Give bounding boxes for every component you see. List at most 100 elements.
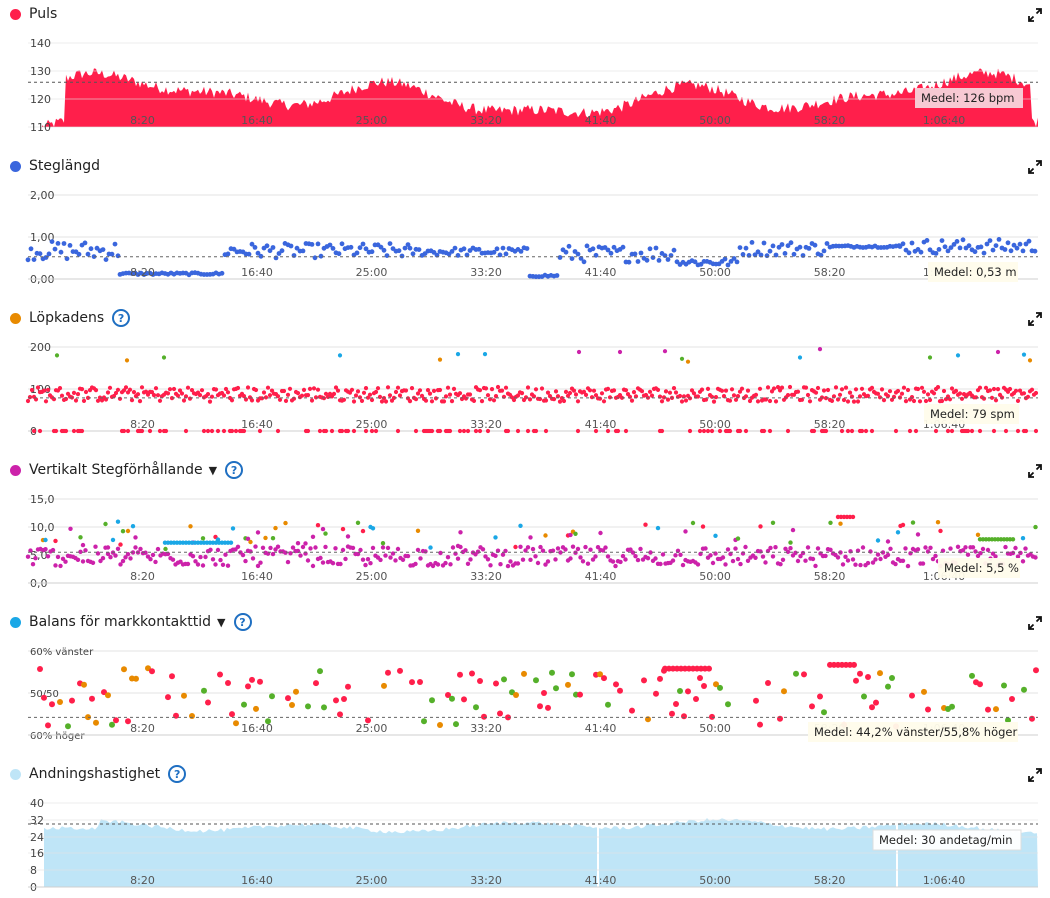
data-point bbox=[809, 703, 815, 710]
data-point bbox=[690, 520, 696, 526]
data-point bbox=[795, 389, 801, 394]
data-point bbox=[276, 251, 282, 256]
data-point bbox=[656, 258, 662, 263]
data-point bbox=[778, 562, 783, 567]
data-point bbox=[573, 531, 578, 536]
data-point bbox=[315, 241, 321, 247]
data-point bbox=[155, 546, 161, 552]
data-point bbox=[611, 244, 617, 250]
expand-icon[interactable] bbox=[1028, 312, 1042, 326]
expand-icon[interactable] bbox=[1028, 8, 1042, 22]
data-point bbox=[268, 545, 273, 551]
dropdown-caret-icon[interactable]: ▼ bbox=[208, 463, 218, 477]
help-icon[interactable]: ? bbox=[225, 461, 244, 479]
data-point bbox=[209, 428, 215, 434]
data-point bbox=[671, 386, 677, 391]
data-point bbox=[485, 393, 491, 398]
data-point bbox=[589, 395, 595, 400]
data-point bbox=[383, 399, 389, 404]
data-point bbox=[37, 666, 43, 672]
data-point bbox=[41, 694, 47, 701]
data-point bbox=[660, 552, 666, 557]
data-point bbox=[900, 558, 906, 563]
x-tick-label: 8:20 bbox=[130, 570, 155, 583]
data-point bbox=[995, 349, 1001, 355]
data-point bbox=[697, 675, 703, 681]
data-point bbox=[457, 428, 463, 434]
data-point bbox=[383, 553, 388, 558]
data-point bbox=[229, 428, 235, 434]
data-point bbox=[528, 557, 533, 562]
average-badge bbox=[938, 558, 1020, 578]
data-point bbox=[758, 252, 764, 258]
data-point bbox=[987, 388, 993, 393]
data-point bbox=[681, 713, 687, 720]
expand-icon[interactable] bbox=[1028, 768, 1042, 782]
data-point bbox=[275, 428, 281, 434]
data-point bbox=[395, 546, 401, 552]
data-point bbox=[520, 557, 526, 562]
data-point bbox=[481, 713, 487, 720]
data-point bbox=[649, 393, 655, 398]
data-point bbox=[329, 428, 335, 434]
data-point bbox=[195, 562, 201, 567]
data-point bbox=[103, 257, 109, 262]
data-point bbox=[573, 550, 578, 555]
data-point bbox=[133, 535, 138, 540]
data-point bbox=[1001, 682, 1007, 689]
data-point bbox=[626, 259, 632, 265]
help-icon[interactable]: ? bbox=[112, 309, 131, 327]
data-point bbox=[706, 665, 712, 672]
data-point bbox=[588, 547, 593, 552]
data-point bbox=[255, 563, 261, 569]
data-point bbox=[638, 546, 643, 552]
data-point bbox=[1015, 398, 1021, 403]
data-point bbox=[435, 562, 441, 567]
data-point bbox=[330, 561, 336, 566]
help-icon[interactable]: ? bbox=[168, 765, 187, 783]
data-point bbox=[987, 238, 993, 243]
data-point bbox=[703, 546, 708, 551]
data-point bbox=[837, 392, 843, 397]
data-point bbox=[1010, 550, 1016, 556]
dropdown-caret-icon[interactable]: ▼ bbox=[217, 615, 226, 629]
data-point bbox=[645, 556, 651, 561]
data-point bbox=[357, 245, 363, 251]
data-point bbox=[953, 388, 959, 393]
expand-icon[interactable] bbox=[1028, 616, 1042, 630]
data-point bbox=[729, 387, 735, 392]
data-point bbox=[419, 393, 425, 398]
data-point bbox=[78, 549, 83, 554]
data-point bbox=[425, 388, 431, 393]
data-point bbox=[591, 388, 597, 393]
data-point bbox=[939, 398, 945, 404]
data-point bbox=[53, 538, 58, 544]
data-point bbox=[985, 547, 991, 553]
data-point bbox=[910, 520, 916, 525]
data-point bbox=[493, 553, 498, 558]
data-point bbox=[281, 388, 287, 394]
help-icon[interactable]: ? bbox=[233, 613, 252, 631]
data-point bbox=[1020, 559, 1026, 564]
data-point bbox=[817, 693, 823, 700]
data-point bbox=[1003, 544, 1008, 550]
data-point bbox=[915, 547, 921, 552]
data-point bbox=[417, 388, 423, 393]
data-point bbox=[554, 273, 560, 278]
data-point bbox=[845, 399, 851, 404]
x-tick-label: 8:20 bbox=[130, 114, 155, 127]
average-label: Medel: 126 bpm bbox=[921, 91, 1015, 105]
data-point bbox=[513, 692, 519, 698]
data-point bbox=[60, 556, 66, 561]
expand-icon[interactable] bbox=[1028, 464, 1042, 478]
data-point bbox=[263, 535, 268, 541]
data-point bbox=[758, 524, 763, 529]
data-point bbox=[900, 241, 906, 247]
data-point bbox=[735, 394, 741, 399]
data-point bbox=[785, 428, 791, 434]
data-point bbox=[639, 389, 645, 394]
data-point bbox=[105, 545, 111, 550]
expand-icon[interactable] bbox=[1028, 160, 1042, 174]
data-point bbox=[113, 717, 119, 724]
y-tick-label: 110 bbox=[30, 121, 51, 134]
